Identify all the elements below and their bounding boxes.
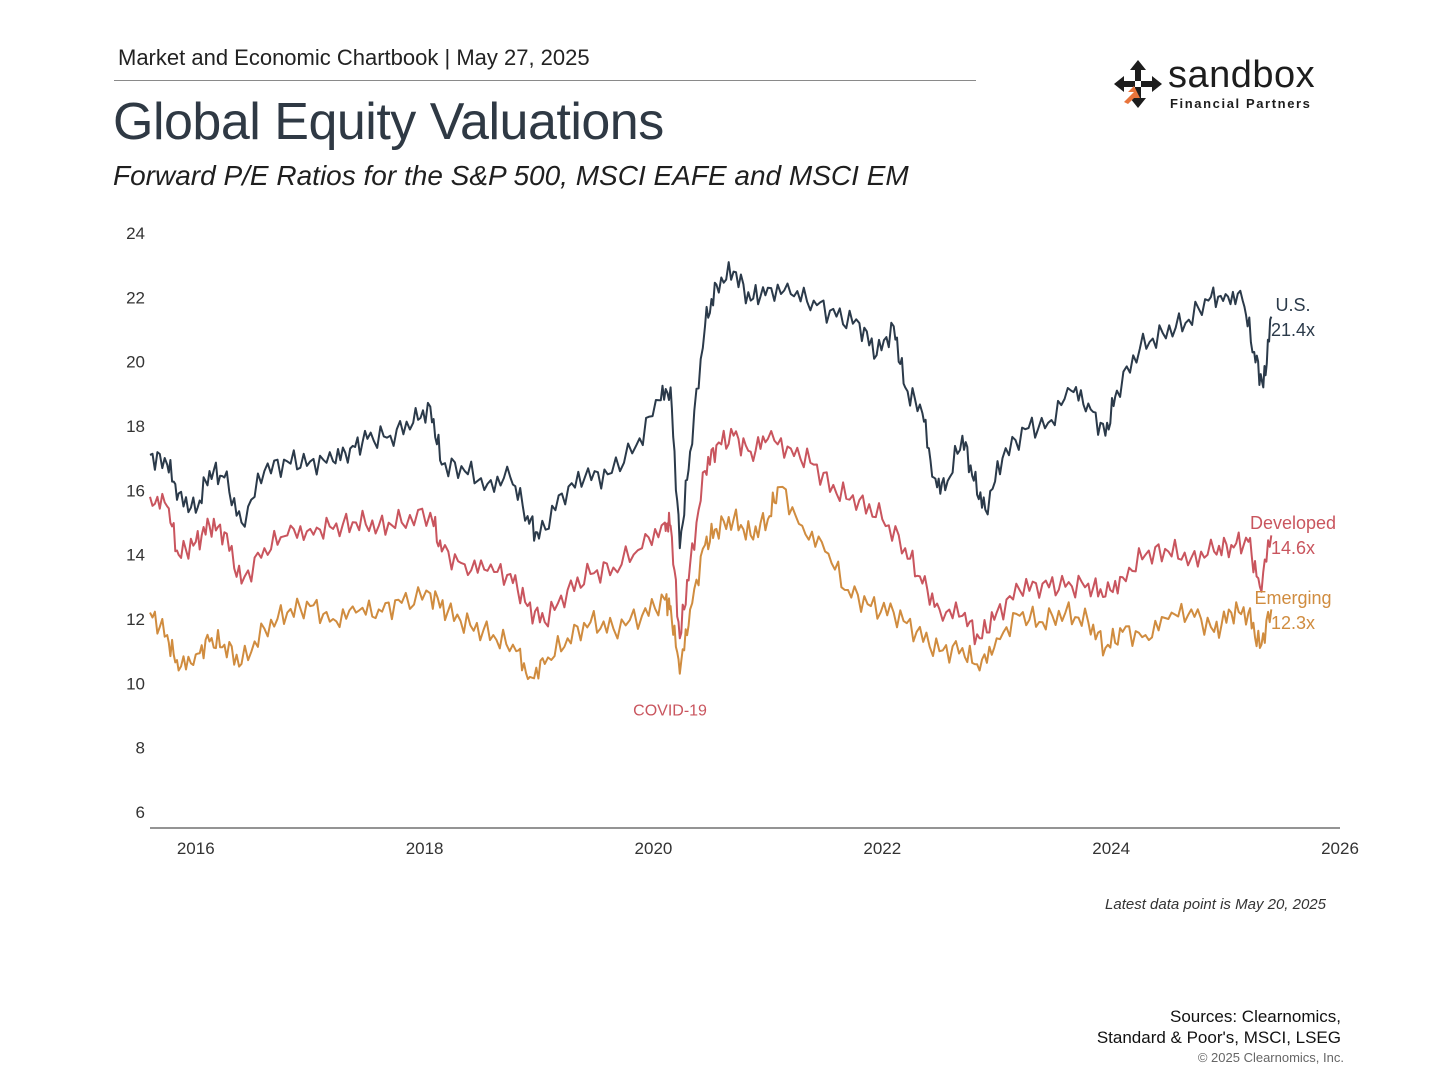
sources-line-2: Standard & Poor's, MSCI, LSEG xyxy=(1096,1028,1341,1047)
four-arrows-icon xyxy=(1114,60,1162,108)
y-tick-label: 8 xyxy=(136,739,145,758)
y-tick-label: 10 xyxy=(126,674,145,693)
x-tick-label: 2026 xyxy=(1321,839,1359,858)
series-name-label: Emerging xyxy=(1254,588,1331,608)
covid-annotation: COVID-19 xyxy=(633,703,707,720)
y-tick-label: 6 xyxy=(136,803,145,822)
copyright-text: © 2025 Clearnomics, Inc. xyxy=(1197,1050,1344,1065)
series-name-label: U.S. xyxy=(1275,295,1310,315)
sources-line-1: Sources: Clearnomics, xyxy=(1169,1007,1341,1026)
x-tick-label: 2018 xyxy=(406,839,444,858)
latest-data-note: Latest data point is May 20, 2025 xyxy=(1105,896,1326,913)
sources-text: Sources: Clearnomics, Standard & Poor's,… xyxy=(1020,1006,1341,1048)
page-subtitle: Forward P/E Ratios for the S&P 500, MSCI… xyxy=(113,160,909,191)
series-end-value-label: 12.3x xyxy=(1271,613,1315,633)
series-end-value-label: 14.6x xyxy=(1271,538,1315,558)
series-line-emerging xyxy=(149,485,1273,681)
y-tick-label: 14 xyxy=(126,546,145,565)
y-tick-label: 24 xyxy=(126,224,145,243)
page-title: Global Equity Valuations xyxy=(113,93,664,151)
series-line-developed xyxy=(149,427,1273,646)
x-tick-label: 2022 xyxy=(863,839,901,858)
x-tick-label: 2024 xyxy=(1092,839,1130,858)
x-tick-label: 2016 xyxy=(177,839,215,858)
y-tick-label: 18 xyxy=(126,417,145,436)
sandbox-logo: sandbox Financial Partners xyxy=(1112,54,1332,114)
logo-wordmark: sandbox xyxy=(1168,54,1316,96)
series-name-label: Developed xyxy=(1250,513,1336,533)
header-divider xyxy=(114,80,976,81)
logo-subtitle: Financial Partners xyxy=(1170,96,1312,111)
x-tick-label: 2020 xyxy=(635,839,673,858)
series-end-value-label: 21.4x xyxy=(1271,320,1315,340)
y-tick-label: 16 xyxy=(126,481,145,500)
series-line-us xyxy=(149,261,1273,550)
chartbook-header: Market and Economic Chartbook | May 27, … xyxy=(118,45,590,70)
y-tick-label: 20 xyxy=(126,353,145,372)
y-tick-label: 22 xyxy=(126,288,145,307)
y-tick-label: 12 xyxy=(126,610,145,629)
